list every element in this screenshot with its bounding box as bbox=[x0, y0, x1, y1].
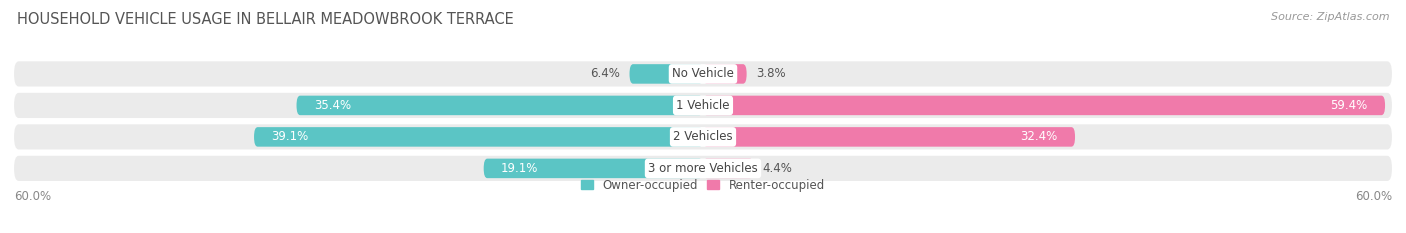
Text: 4.4%: 4.4% bbox=[762, 162, 793, 175]
Text: 59.4%: 59.4% bbox=[1330, 99, 1368, 112]
FancyBboxPatch shape bbox=[14, 156, 1392, 181]
FancyBboxPatch shape bbox=[484, 159, 703, 178]
Text: 60.0%: 60.0% bbox=[1355, 190, 1392, 203]
Text: 2 Vehicles: 2 Vehicles bbox=[673, 130, 733, 143]
Text: 1 Vehicle: 1 Vehicle bbox=[676, 99, 730, 112]
Text: 60.0%: 60.0% bbox=[14, 190, 51, 203]
FancyBboxPatch shape bbox=[14, 124, 1392, 150]
FancyBboxPatch shape bbox=[297, 96, 703, 115]
FancyBboxPatch shape bbox=[14, 93, 1392, 118]
FancyBboxPatch shape bbox=[703, 159, 754, 178]
Text: 3.8%: 3.8% bbox=[756, 67, 786, 80]
Text: 19.1%: 19.1% bbox=[501, 162, 538, 175]
FancyBboxPatch shape bbox=[630, 64, 703, 84]
FancyBboxPatch shape bbox=[254, 127, 703, 147]
Text: 32.4%: 32.4% bbox=[1021, 130, 1057, 143]
Text: Source: ZipAtlas.com: Source: ZipAtlas.com bbox=[1271, 12, 1389, 22]
Text: No Vehicle: No Vehicle bbox=[672, 67, 734, 80]
Text: 39.1%: 39.1% bbox=[271, 130, 308, 143]
Text: 6.4%: 6.4% bbox=[591, 67, 620, 80]
Text: HOUSEHOLD VEHICLE USAGE IN BELLAIR MEADOWBROOK TERRACE: HOUSEHOLD VEHICLE USAGE IN BELLAIR MEADO… bbox=[17, 12, 513, 27]
Legend: Owner-occupied, Renter-occupied: Owner-occupied, Renter-occupied bbox=[576, 174, 830, 196]
FancyBboxPatch shape bbox=[703, 96, 1385, 115]
FancyBboxPatch shape bbox=[703, 127, 1076, 147]
Text: 3 or more Vehicles: 3 or more Vehicles bbox=[648, 162, 758, 175]
FancyBboxPatch shape bbox=[14, 61, 1392, 86]
FancyBboxPatch shape bbox=[703, 64, 747, 84]
Text: 35.4%: 35.4% bbox=[314, 99, 352, 112]
